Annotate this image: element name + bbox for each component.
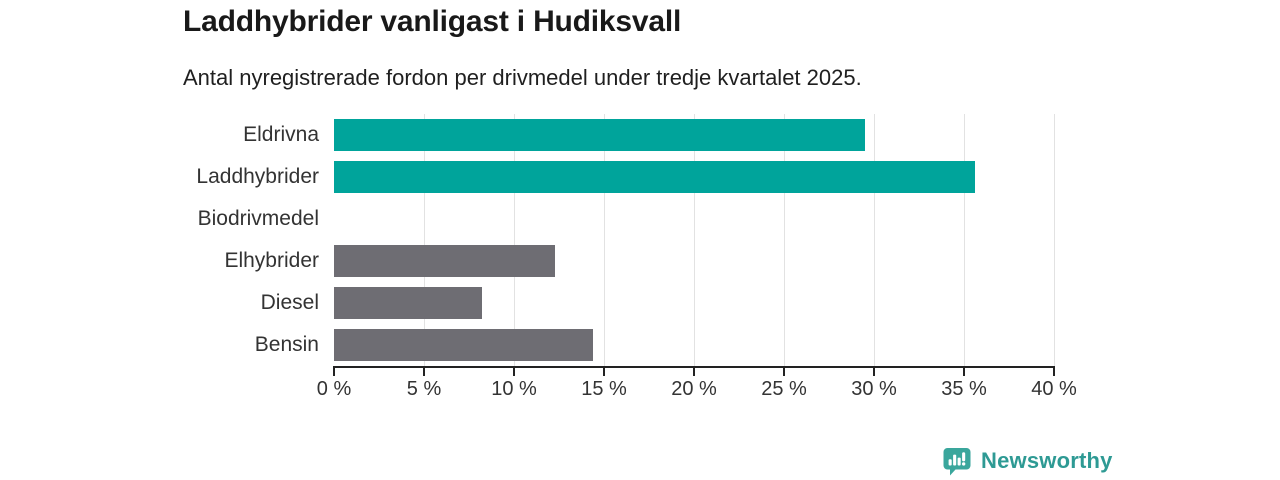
chart-row: Elhybrider — [224, 240, 1054, 282]
x-tick-label: 20 % — [671, 378, 717, 400]
x-tick-label: 35 % — [941, 378, 987, 400]
chart-row: Biodrivmedel — [198, 198, 1054, 240]
category-label: Laddhybrider — [196, 165, 319, 188]
bar-bensin — [334, 329, 594, 361]
bar-laddhybrider — [334, 161, 975, 193]
x-tick — [963, 368, 965, 376]
x-tick — [333, 368, 335, 376]
gridline — [424, 114, 425, 366]
newsworthy-wordmark: Newsworthy — [981, 448, 1113, 473]
chart-row: Diesel — [261, 282, 1054, 324]
category-label: Bensin — [254, 333, 319, 356]
x-tick-label: 10 % — [491, 378, 537, 400]
gridline — [784, 114, 785, 366]
newsworthy-logo: Newsworthy — [942, 446, 1113, 476]
x-tick — [873, 368, 875, 376]
x-tick-label: 30 % — [851, 378, 897, 400]
x-tick — [783, 368, 785, 376]
gridline — [514, 114, 515, 366]
gridline — [604, 114, 605, 366]
x-tick-label: 40 % — [1031, 378, 1077, 400]
bar-diesel — [334, 287, 482, 319]
x-tick — [1053, 368, 1055, 376]
bar-eldrivna — [334, 119, 865, 151]
bar-chart-plot: Eldrivna Laddhybrider Biodrivmedel Elhybrid… — [196, 114, 1077, 400]
gridline — [694, 114, 695, 366]
category-label: Elhybrider — [224, 249, 319, 272]
chart-row: Eldrivna — [243, 114, 1054, 156]
category-label: Diesel — [260, 291, 319, 314]
bar-elhybrider — [334, 245, 556, 277]
chart-row: Laddhybrider — [196, 156, 1054, 198]
gridlines — [334, 114, 1055, 366]
x-tick-label: 5 % — [406, 378, 442, 400]
bar-rows: Eldrivna Laddhybrider Biodrivmedel Elhybrid… — [196, 114, 1054, 366]
x-tick — [513, 368, 515, 376]
gridline — [964, 114, 965, 366]
chart-title: Laddhybrider vanligast i Hudiksvall — [183, 5, 682, 38]
x-tick-label: 15 % — [581, 378, 627, 400]
gridline — [1054, 114, 1055, 366]
x-tick — [693, 368, 695, 376]
x-tick — [423, 368, 425, 376]
category-label: Biodrivmedel — [197, 207, 319, 230]
x-axis-line — [333, 366, 1055, 368]
chart-row: Bensin — [255, 324, 1054, 366]
x-tick — [603, 368, 605, 376]
chart-subtitle: Antal nyregistrerade fordon per drivmede… — [183, 65, 862, 90]
gridline — [874, 114, 875, 366]
newsworthy-barchart-icon — [943, 448, 971, 476]
x-tick-label: 0 % — [316, 378, 352, 400]
category-label: Eldrivna — [243, 123, 319, 146]
x-tick-label: 25 % — [761, 378, 807, 400]
